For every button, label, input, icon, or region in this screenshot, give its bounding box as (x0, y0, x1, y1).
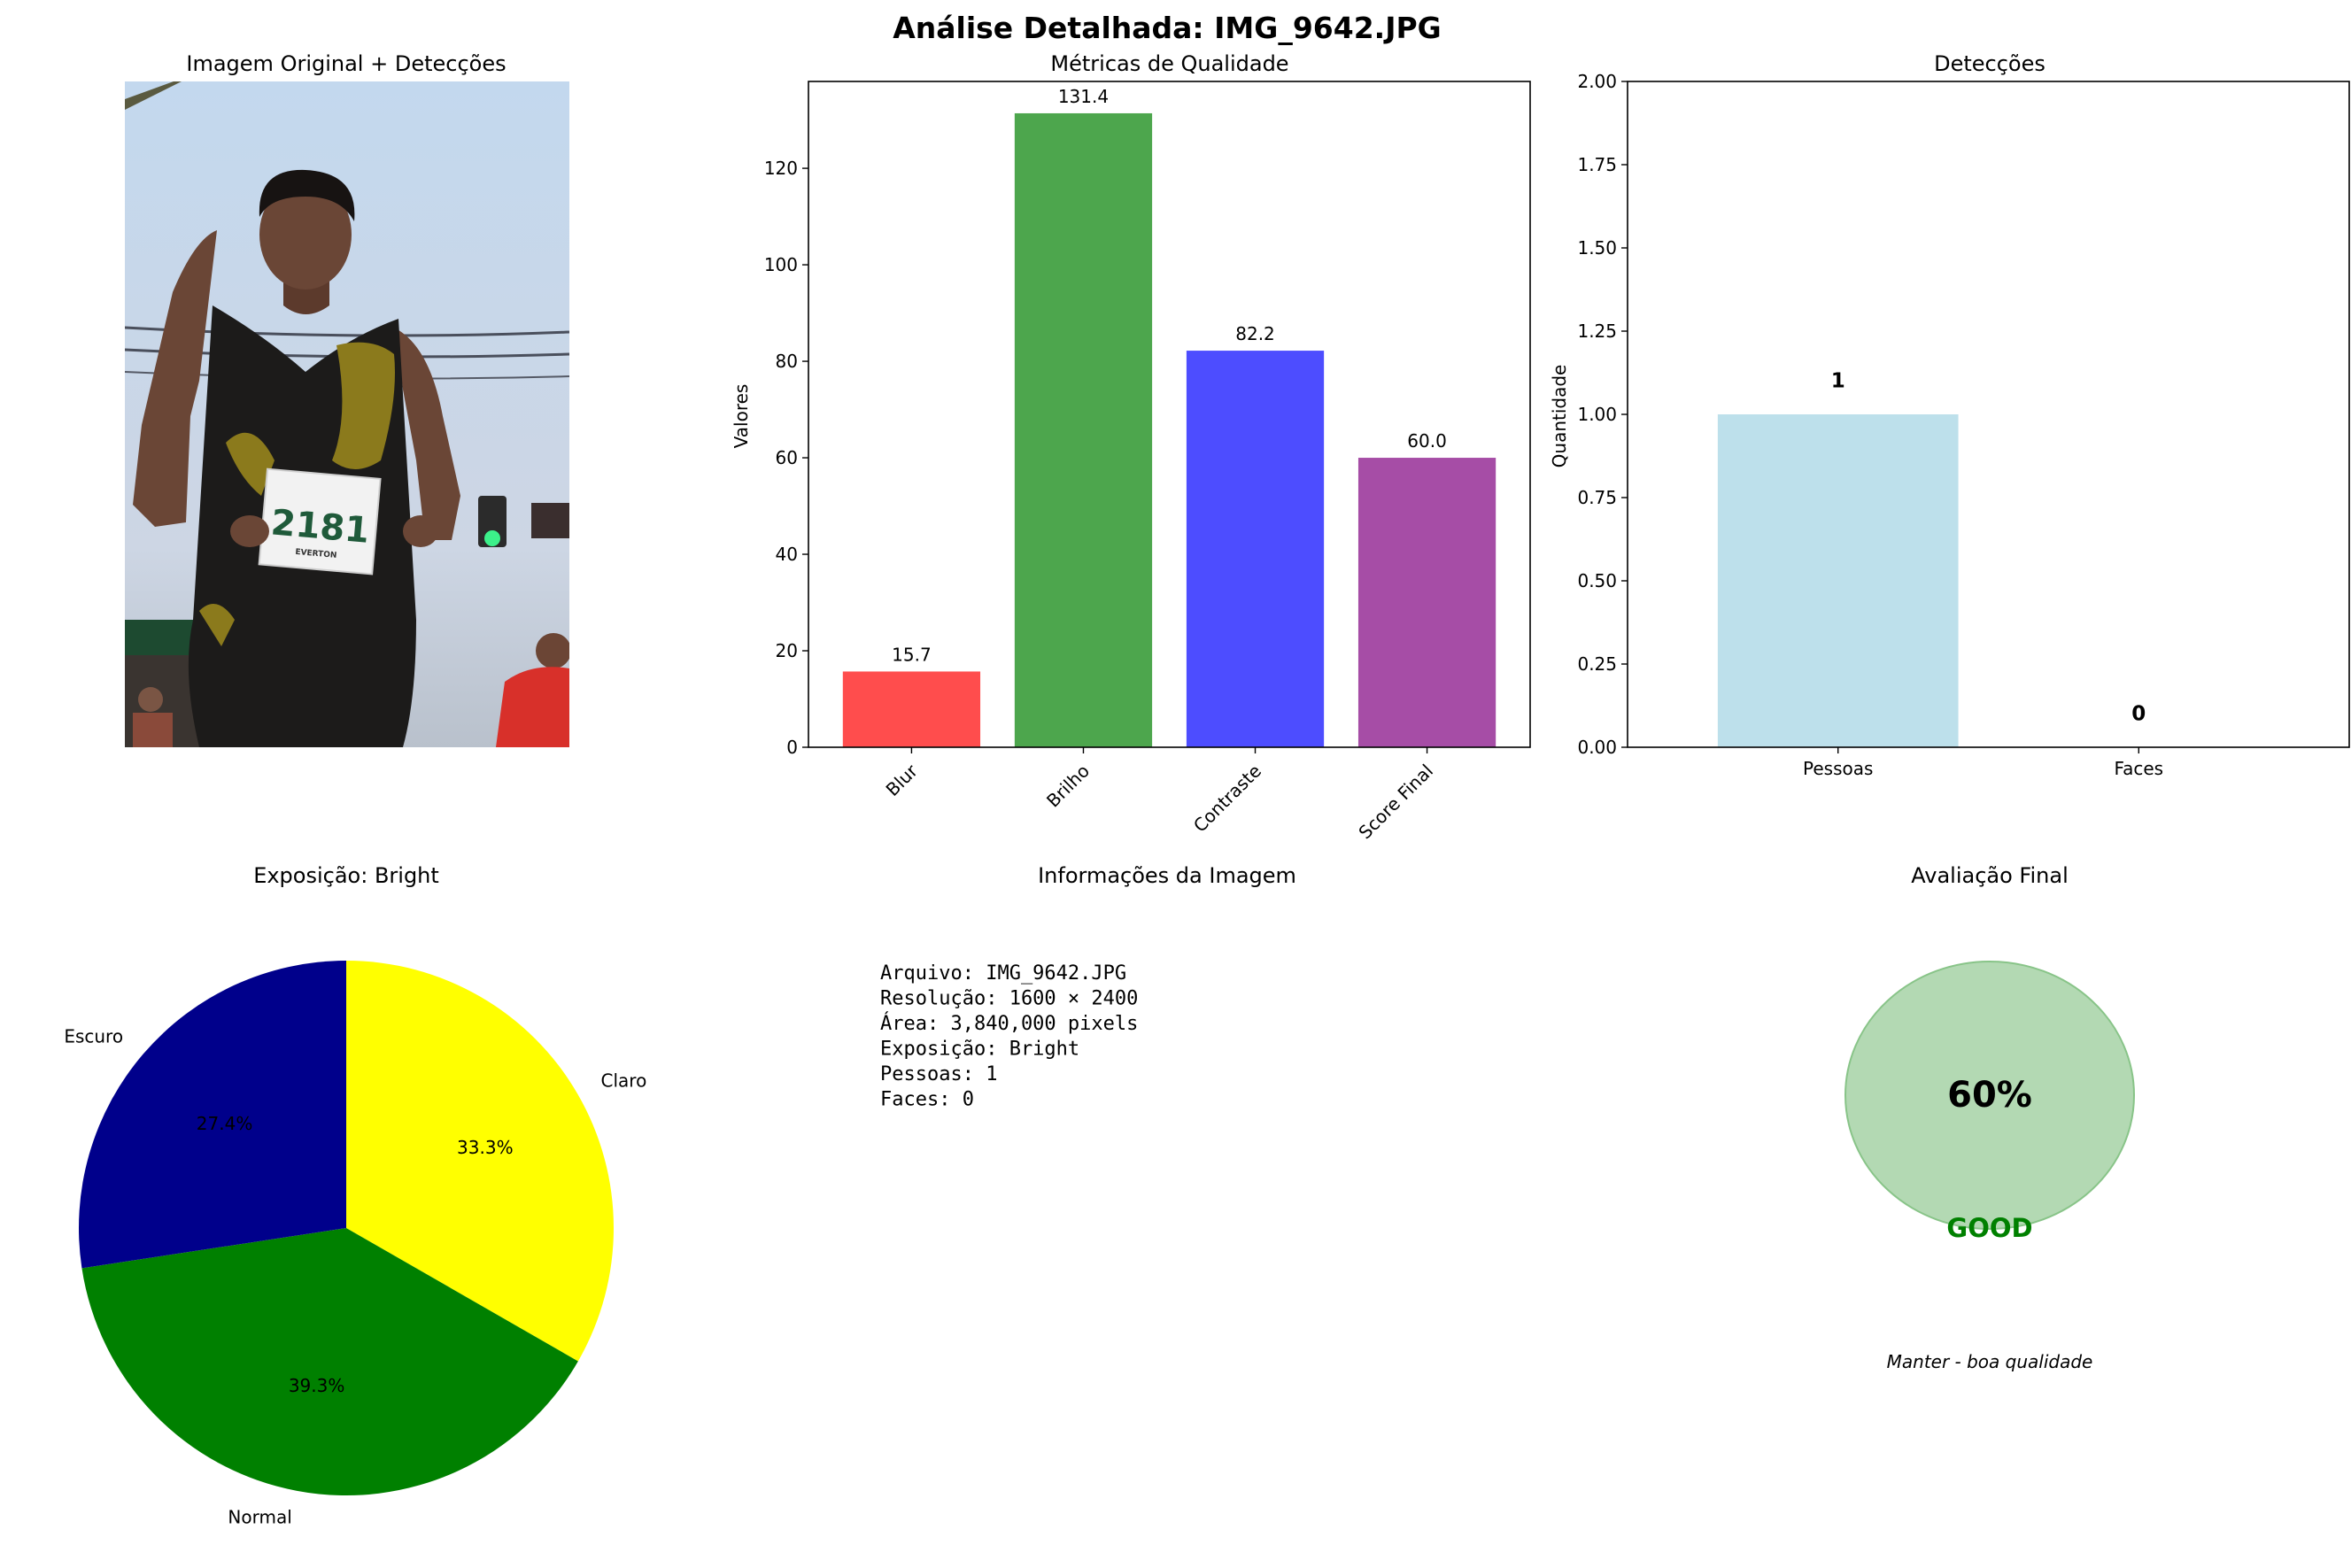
detections-y-tick-label: 1.25 (1577, 321, 1617, 342)
metrics-y-tick-label: 40 (776, 544, 798, 565)
metrics-bar-chart: Métricas de Qualidade Valores 0 20 40 60 80 1… (731, 51, 1531, 843)
photo-panel-title: Imagem Original + Detecções (186, 51, 506, 76)
recommendation-text: Manter - boa qualidade (1887, 1351, 2093, 1372)
metrics-bar (1357, 458, 1496, 747)
final-panel: Avaliação Final 60% GOOD Manter - boa qu… (1844, 863, 2135, 1372)
rating-label: GOOD (1946, 1213, 2032, 1243)
pie-slice-label: Claro (601, 1070, 647, 1092)
detections-y-tick-label: 0.75 (1577, 487, 1617, 508)
detections-chart-title: Detecções (1934, 51, 2046, 76)
metrics-y-tick-label: 120 (764, 158, 798, 179)
pie-percent-label: 39.3% (289, 1375, 345, 1396)
detections-y-tick-label: 0.25 (1577, 653, 1617, 675)
final-panel-title: Avaliação Final (1911, 863, 2069, 888)
info-line: Arquivo: IMG_9642.JPG (880, 962, 1126, 985)
info-line: Área: 3,840,000 pixels (880, 1012, 1138, 1035)
metrics-bar (842, 671, 981, 747)
detections-axes-frame (1627, 81, 2350, 748)
metrics-x-tick-label: Brilho (1042, 761, 1094, 812)
pie-percent-label: 33.3% (457, 1137, 514, 1158)
metrics-bar (1186, 351, 1325, 747)
detections-bar-value-label: 1 (1831, 369, 1845, 392)
detections-x-tick-label: Faces (2114, 758, 2163, 779)
pie-slice-label: Normal (228, 1507, 291, 1528)
metrics-marks: 0 20 40 60 80 100 120 15.7 Blur 131.4 Brilho 82.2 Co… (764, 86, 1496, 843)
metrics-y-tick-label: 0 (786, 737, 798, 758)
info-panel-title: Informações da Imagem (1038, 863, 1296, 888)
info-line: Exposição: Bright (880, 1039, 1079, 1061)
detections-y-axis-label: Quantidade (1549, 365, 1570, 468)
detections-marks: 0.00 0.25 0.50 0.75 1.00 1.25 1.50 1.75 2.00 1 Pes… (1577, 71, 2163, 779)
detections-bar-value-label: 0 (2131, 702, 2146, 725)
pie-slice (81, 1228, 578, 1495)
info-lines: Arquivo: IMG_9642.JPG Resolução: 1600 × 2… (880, 962, 1138, 1111)
score-circle (1844, 961, 2135, 1230)
metrics-y-tick-label: 100 (764, 254, 798, 275)
photo-panel: Imagem Original + Detecções (125, 51, 569, 747)
runner-photo: 2181 EVERTON (125, 81, 569, 747)
metrics-bar (1014, 112, 1153, 748)
bib-name: EVERTON (295, 548, 337, 560)
pie-slice (346, 961, 614, 1362)
score-percent: 60% (1947, 1075, 2032, 1116)
detections-y-tick-label: 0.00 (1577, 737, 1617, 758)
info-line: Resolução: 1600 × 2400 (880, 988, 1138, 1010)
detections-x-tick-label: Pessoas (1803, 758, 1873, 779)
detections-y-tick-label: 2.00 (1577, 71, 1617, 92)
metrics-y-tick-label: 80 (776, 351, 798, 372)
metrics-chart-title: Métricas de Qualidade (1050, 51, 1288, 76)
figure-title: Análise Detalhada: IMG_9642.JPG (893, 11, 1442, 45)
metrics-axes-frame (808, 81, 1531, 748)
exposure-chart-title: Exposição: Bright (253, 863, 439, 888)
info-line: Faces: 0 (880, 1089, 974, 1111)
metrics-y-tick-label: 20 (776, 640, 798, 661)
metrics-y-tick-label: 60 (776, 447, 798, 468)
metrics-bar-value-label: 82.2 (1235, 323, 1275, 344)
info-panel: Informações da Imagem Arquivo: IMG_9642.… (880, 863, 1296, 1111)
bib-number: 2181 (269, 502, 371, 552)
metrics-bar-value-label: 131.4 (1058, 86, 1109, 107)
detections-y-tick-label: 1.50 (1577, 237, 1617, 259)
detections-y-tick-label: 1.75 (1577, 154, 1617, 175)
detections-bar (1717, 414, 1959, 747)
metrics-bar-value-label: 15.7 (892, 644, 932, 665)
exposure-pie-chart: Exposição: Bright Claro 33.3% Normal 39.3% E… (64, 863, 646, 1528)
metrics-y-axis-label: Valores (731, 384, 752, 449)
detections-bar-chart: Detecções Quantidade 0.00 0.25 0.50 0.75 1.0… (1549, 51, 2350, 779)
metrics-x-tick-label: Score Final (1354, 761, 1437, 844)
metrics-bar-value-label: 60.0 (1407, 430, 1447, 452)
pie-marks: Claro 33.3% Normal 39.3% Escuro 27.4% (64, 961, 646, 1528)
pie-percent-label: 27.4% (197, 1113, 253, 1134)
pie-slice-label: Escuro (64, 1025, 123, 1047)
metrics-x-tick-label: Blur (882, 760, 923, 800)
info-line: Pessoas: 1 (880, 1063, 997, 1085)
pie-slice (78, 961, 346, 1269)
detections-y-tick-label: 0.50 (1577, 570, 1617, 591)
detections-y-tick-label: 1.00 (1577, 404, 1617, 425)
metrics-x-tick-label: Contraste (1189, 761, 1265, 837)
